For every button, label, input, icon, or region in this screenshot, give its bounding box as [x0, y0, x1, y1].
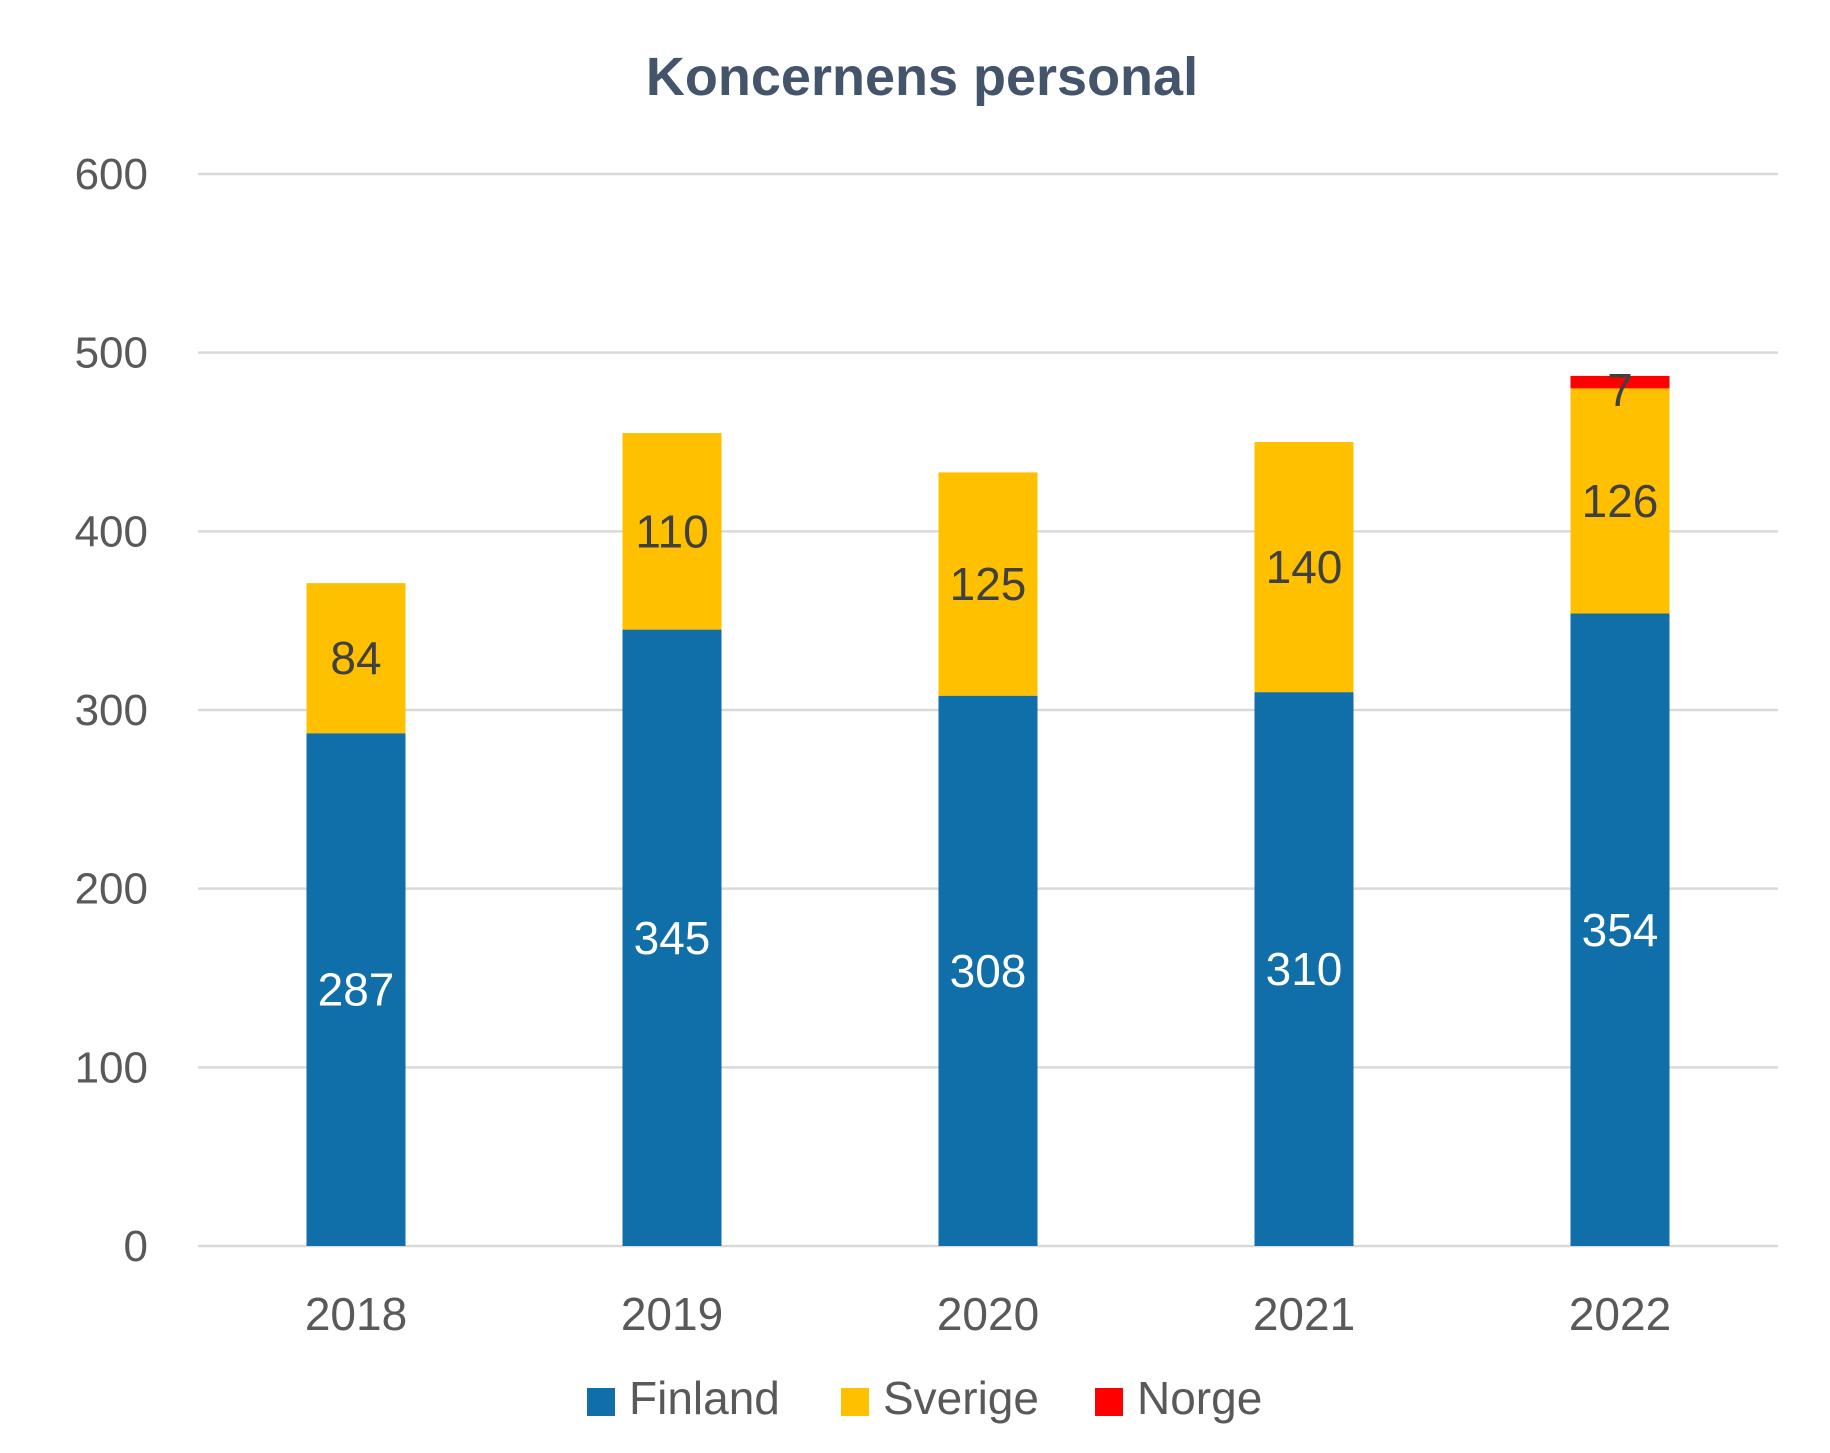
bars: [306, 375, 1670, 1246]
data-label-sverige-2018: 84: [330, 632, 381, 684]
data-label-finland-2021: 310: [1266, 943, 1343, 995]
x-category-label: 2022: [1569, 1288, 1671, 1340]
y-tick-label: 200: [75, 865, 148, 914]
y-tick-label: 100: [75, 1043, 148, 1092]
bar-finland-2021: [1254, 692, 1354, 1246]
legend-swatch-sverige: [841, 1388, 869, 1416]
data-label-sverige-2022: 126: [1582, 475, 1659, 527]
x-category-label: 2021: [1253, 1288, 1355, 1340]
legend-label-finland: Finland: [629, 1372, 780, 1424]
bar-sverige-2018: [306, 583, 406, 734]
legend-swatch-finland: [587, 1388, 615, 1416]
legend: Finland Sverige Norge: [587, 1372, 1262, 1424]
data-label-finland-2022: 354: [1582, 904, 1659, 956]
y-tick-label: 0: [124, 1222, 148, 1271]
bar-norge-2022: [1570, 375, 1670, 389]
data-label-finland-2018: 287: [318, 964, 395, 1016]
data-label-sverige-2020: 125: [950, 558, 1027, 610]
data-label-finland-2019: 345: [634, 912, 711, 964]
bar-finland-2020: [938, 695, 1038, 1246]
data-label-sverige-2019: 110: [635, 505, 708, 557]
y-tick-label: 500: [75, 329, 148, 378]
bar-sverige-2020: [938, 472, 1038, 696]
data-label-finland-2020: 308: [950, 945, 1027, 997]
legend-label-norge: Norge: [1137, 1372, 1262, 1424]
y-tick-label: 600: [75, 150, 148, 199]
bar-finland-2022: [1570, 613, 1670, 1246]
x-category-label: 2018: [305, 1288, 407, 1340]
x-axis-category-labels: 2018 2019 2020 2021 2022: [305, 1288, 1671, 1340]
x-category-label: 2020: [937, 1288, 1039, 1340]
bar-sverige-2021: [1254, 442, 1354, 693]
data-label-sverige-2021: 140: [1266, 541, 1343, 593]
data-labels: 287 84 345 110 308 125 310 140 354 126 7: [318, 364, 1659, 1016]
y-tick-label: 400: [75, 507, 148, 556]
x-category-label: 2019: [621, 1288, 723, 1340]
legend-swatch-norge: [1095, 1388, 1123, 1416]
bar-finland-2018: [306, 733, 406, 1246]
data-label-norge-2022: 7: [1607, 364, 1633, 416]
chart-title: Koncernens personal: [646, 47, 1198, 107]
y-axis-tick-labels: 0 100 200 300 400 500 600: [75, 150, 148, 1271]
bar-sverige-2019: [622, 433, 722, 630]
bar-sverige-2022: [1570, 388, 1670, 614]
bar-finland-2019: [622, 629, 722, 1246]
y-tick-label: 300: [75, 686, 148, 735]
legend-label-sverige: Sverige: [883, 1372, 1039, 1424]
